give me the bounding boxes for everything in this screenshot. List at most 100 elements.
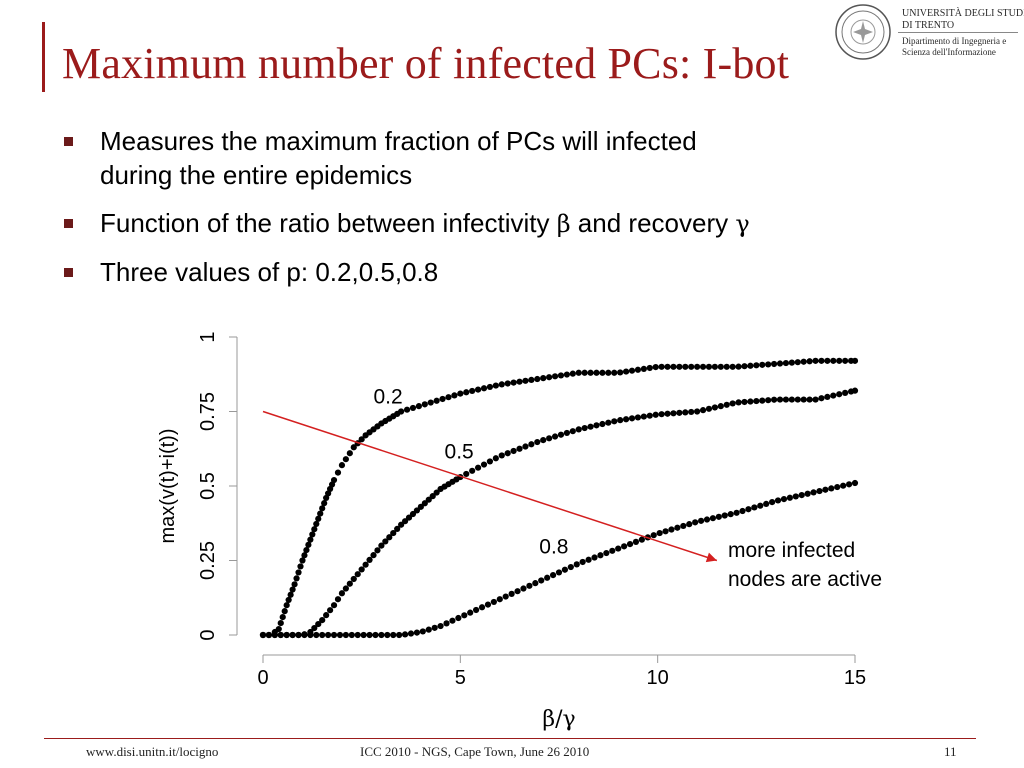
data-point xyxy=(741,363,748,370)
data-point xyxy=(309,531,316,538)
university-name-line2: DI TRENTO xyxy=(902,20,955,31)
data-point xyxy=(597,552,604,559)
data-point xyxy=(413,629,421,636)
data-point xyxy=(792,493,799,500)
data-point xyxy=(315,620,322,628)
data-point xyxy=(840,482,847,489)
data-point xyxy=(828,485,835,492)
data-point xyxy=(735,399,742,406)
x-tick-label: 0 xyxy=(257,667,268,689)
department-line1: Dipartimento di Ingegneria e xyxy=(902,36,1007,46)
university-header: UNIVERSITÀ DEGLI STUDI DI TRENTO Diparti… xyxy=(832,2,1024,62)
data-point xyxy=(557,372,565,379)
data-point xyxy=(338,590,346,597)
data-point xyxy=(798,491,805,499)
data-point xyxy=(502,593,509,600)
data-point xyxy=(398,408,405,415)
data-point xyxy=(534,438,541,446)
data-point xyxy=(421,401,428,408)
data-point xyxy=(319,617,326,624)
footer-url: www.disi.unitn.it/locigno xyxy=(86,744,219,759)
data-point xyxy=(342,585,349,592)
data-point xyxy=(688,363,695,370)
data-point xyxy=(451,392,458,399)
data-point xyxy=(323,612,330,619)
data-point xyxy=(676,363,683,370)
data-point xyxy=(429,493,436,500)
data-point xyxy=(301,552,308,559)
data-point xyxy=(812,357,819,364)
data-point xyxy=(729,400,736,407)
data-point xyxy=(652,411,659,418)
data-point xyxy=(358,436,365,443)
data-point xyxy=(569,370,576,377)
page-title: Maximum number of infected PCs: I-bot xyxy=(62,39,790,88)
data-point xyxy=(549,572,557,579)
data-point xyxy=(498,452,505,459)
data-point xyxy=(575,369,582,376)
y-tick-label: 0.25 xyxy=(197,541,219,580)
data-point xyxy=(526,582,533,589)
data-point xyxy=(330,631,338,639)
footer-divider xyxy=(44,738,976,739)
data-point xyxy=(788,396,795,403)
data-point xyxy=(319,505,326,512)
data-point xyxy=(640,365,647,372)
data-point xyxy=(484,601,492,608)
data-point xyxy=(463,470,470,478)
data-point xyxy=(295,631,302,639)
data-point xyxy=(520,585,527,592)
data-point xyxy=(668,526,675,533)
data-point xyxy=(443,620,450,627)
data-point xyxy=(753,397,760,405)
data-point xyxy=(299,557,306,564)
data-point xyxy=(563,371,570,378)
annotation-arrow-line xyxy=(262,410,718,562)
data-point xyxy=(723,401,730,408)
data-point xyxy=(694,408,701,415)
data-point xyxy=(782,359,790,367)
data-point xyxy=(540,375,547,382)
data-point xyxy=(433,397,440,404)
data-point xyxy=(510,447,517,455)
data-point xyxy=(822,486,829,493)
data-point xyxy=(431,624,438,631)
data-point xyxy=(504,450,511,457)
x-tick-label: 5 xyxy=(455,667,466,689)
x-tick-label: 10 xyxy=(647,667,669,689)
data-point xyxy=(842,357,849,364)
data-point xyxy=(717,363,724,370)
data-point xyxy=(770,360,778,368)
bullet-text-mid: and recovery xyxy=(570,208,736,238)
data-point xyxy=(609,547,616,554)
data-point xyxy=(697,517,705,524)
data-point xyxy=(626,541,634,548)
data-point xyxy=(492,455,499,462)
data-point xyxy=(646,412,653,419)
data-point xyxy=(765,361,772,368)
data-point xyxy=(492,382,499,389)
data-point xyxy=(437,622,444,630)
data-point xyxy=(605,419,612,426)
data-point xyxy=(836,391,843,398)
data-point xyxy=(287,591,294,598)
data-point xyxy=(834,483,841,491)
data-point xyxy=(390,631,397,639)
data-point xyxy=(842,389,849,396)
data-point xyxy=(721,512,728,519)
data-point xyxy=(319,631,326,639)
bullet-text: Three values of p: 0.2,0.5,0.8 xyxy=(100,257,439,287)
data-point xyxy=(794,359,801,366)
data-point xyxy=(765,397,772,404)
bullet-text-continued: during the entire epidemics xyxy=(100,160,413,190)
bullet-text: Function of the ratio between infectivit… xyxy=(100,208,557,238)
data-point xyxy=(699,407,707,414)
data-point xyxy=(676,409,683,416)
data-point xyxy=(782,396,790,403)
data-point xyxy=(650,532,657,539)
data-point xyxy=(810,489,817,496)
data-point xyxy=(788,359,795,366)
data-point xyxy=(555,569,563,576)
data-point xyxy=(427,399,434,406)
series-label: 0.2 xyxy=(374,385,403,408)
